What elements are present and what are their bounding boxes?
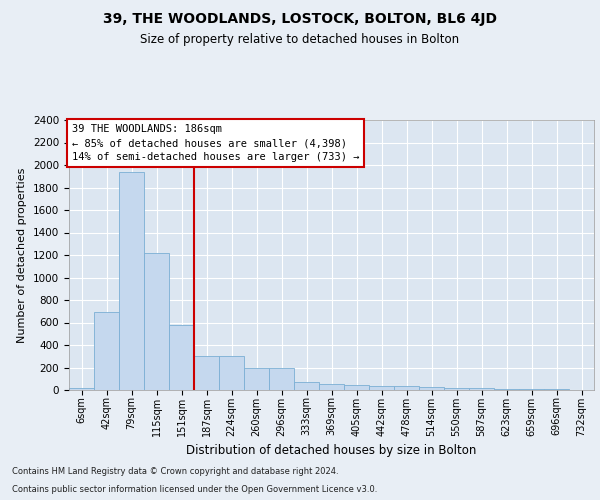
Bar: [319, 384, 344, 390]
Bar: [494, 388, 519, 390]
Bar: [469, 388, 494, 390]
Bar: [369, 386, 394, 390]
Bar: [444, 388, 469, 390]
Bar: [144, 253, 169, 390]
Bar: [269, 368, 294, 390]
Bar: [419, 387, 444, 390]
Text: 39 THE WOODLANDS: 186sqm
← 85% of detached houses are smaller (4,398)
14% of sem: 39 THE WOODLANDS: 186sqm ← 85% of detach…: [71, 124, 359, 162]
Bar: [394, 386, 419, 390]
Text: Contains HM Land Registry data © Crown copyright and database right 2024.: Contains HM Land Registry data © Crown c…: [12, 467, 338, 476]
Text: Size of property relative to detached houses in Bolton: Size of property relative to detached ho…: [140, 32, 460, 46]
Bar: [119, 172, 144, 390]
Bar: [519, 389, 544, 390]
Bar: [94, 312, 119, 390]
Text: 39, THE WOODLANDS, LOSTOCK, BOLTON, BL6 4JD: 39, THE WOODLANDS, LOSTOCK, BOLTON, BL6 …: [103, 12, 497, 26]
Text: Contains public sector information licensed under the Open Government Licence v3: Contains public sector information licen…: [12, 485, 377, 494]
Bar: [69, 388, 94, 390]
Bar: [544, 389, 569, 390]
Y-axis label: Number of detached properties: Number of detached properties: [17, 168, 28, 342]
Bar: [194, 356, 219, 390]
Bar: [169, 326, 194, 390]
X-axis label: Distribution of detached houses by size in Bolton: Distribution of detached houses by size …: [187, 444, 476, 457]
Bar: [244, 368, 269, 390]
Bar: [344, 385, 369, 390]
Bar: [294, 382, 319, 390]
Bar: [219, 356, 244, 390]
